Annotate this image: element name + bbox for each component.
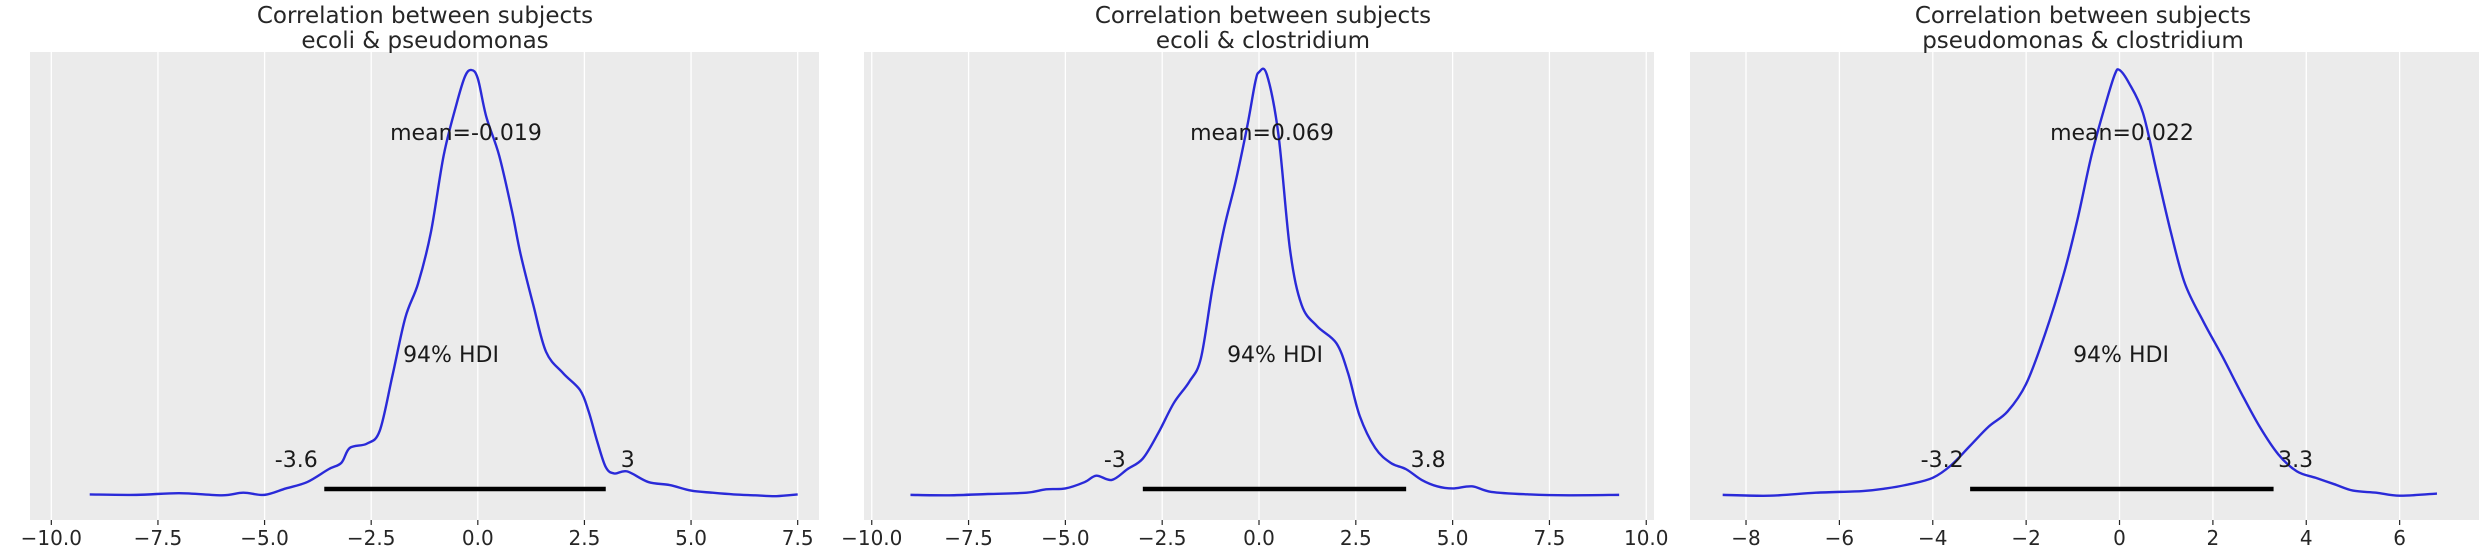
x-tick-label: −10.0: [841, 526, 902, 550]
hdi-low-label: -3.2: [1921, 448, 1964, 473]
x-tick-label: 2: [2207, 526, 2220, 550]
hdi-high-label: 3: [621, 448, 635, 473]
chart-title-line2: ecoli & pseudomonas: [301, 28, 548, 54]
hdi-low-label: -3.6: [275, 448, 318, 473]
x-tick-label: 7.5: [782, 526, 814, 550]
x-tick-label: −4: [1918, 526, 1947, 550]
x-axis-ticks: −10.0 −7.5 −5.0 −2.5 0.0 2.5 5.0 7.5: [21, 520, 814, 550]
x-tick-label: −10.0: [21, 526, 82, 550]
kde-curve: [910, 67, 1620, 497]
subplot-ecoli-pseudomonas: Correlation between subjects ecoli & pse…: [21, 3, 819, 550]
x-axis-ticks: −10.0 −7.5 −5.0 −2.5 0.0 2.5 5.0 7.5 10.0: [841, 520, 1669, 550]
mean-annotation: mean=0.022: [2050, 121, 2194, 146]
x-tick-label: −2.5: [1138, 526, 1187, 550]
plot-background: [1690, 52, 2479, 520]
hdi-label: 94% HDI: [1227, 343, 1323, 368]
mean-annotation: mean=0.069: [1190, 121, 1334, 146]
kde-curve: [89, 68, 798, 498]
gridlines: [871, 52, 1647, 520]
hdi-label: 94% HDI: [403, 343, 499, 368]
x-tick-label: 5.0: [1437, 526, 1469, 550]
hdi-label: 94% HDI: [2073, 343, 2169, 368]
chart-title-line2: ecoli & clostridium: [1156, 28, 1370, 54]
x-tick-label: 10.0: [1624, 526, 1669, 550]
x-tick-label: 0.0: [462, 526, 494, 550]
chart-title-line1: Correlation between subjects: [1095, 3, 1431, 29]
x-tick-label: −2: [2011, 526, 2040, 550]
kde-curve: [1722, 68, 2438, 497]
x-axis-ticks: −8 −6 −4 −2 0 2 4 6: [1731, 520, 2406, 550]
x-tick-label: 7.5: [1534, 526, 1566, 550]
x-tick-label: 0: [2113, 526, 2126, 550]
x-tick-label: 4: [2300, 526, 2313, 550]
hdi-high-label: 3.8: [1411, 448, 1446, 473]
x-tick-label: −8: [1731, 526, 1760, 550]
mean-annotation: mean=-0.019: [390, 121, 542, 146]
chart-title-line2: pseudomonas & clostridium: [1922, 28, 2244, 54]
x-tick-label: 0.0: [1243, 526, 1275, 550]
x-tick-label: −5.0: [1041, 526, 1090, 550]
gridlines: [50, 52, 799, 520]
x-tick-label: −7.5: [944, 526, 993, 550]
hdi-high-label: 3.3: [2278, 448, 2313, 473]
subplot-pseudomonas-clostridium: Correlation between subjects pseudomonas…: [1690, 3, 2479, 550]
x-tick-label: 5.0: [675, 526, 707, 550]
gridlines: [1745, 52, 2401, 520]
x-tick-label: −5.0: [240, 526, 289, 550]
x-tick-label: 6: [2393, 526, 2406, 550]
x-tick-label: −7.5: [134, 526, 183, 550]
subplot-ecoli-clostridium: Correlation between subjects ecoli & clo…: [841, 3, 1668, 550]
plot-background: [30, 52, 819, 520]
x-tick-label: −2.5: [347, 526, 396, 550]
hdi-low-label: -3: [1104, 448, 1126, 473]
x-tick-label: 2.5: [1340, 526, 1372, 550]
x-tick-label: 2.5: [569, 526, 601, 550]
x-tick-label: −6: [1825, 526, 1854, 550]
chart-title-line1: Correlation between subjects: [1915, 3, 2251, 29]
chart-title-line1: Correlation between subjects: [257, 3, 593, 29]
